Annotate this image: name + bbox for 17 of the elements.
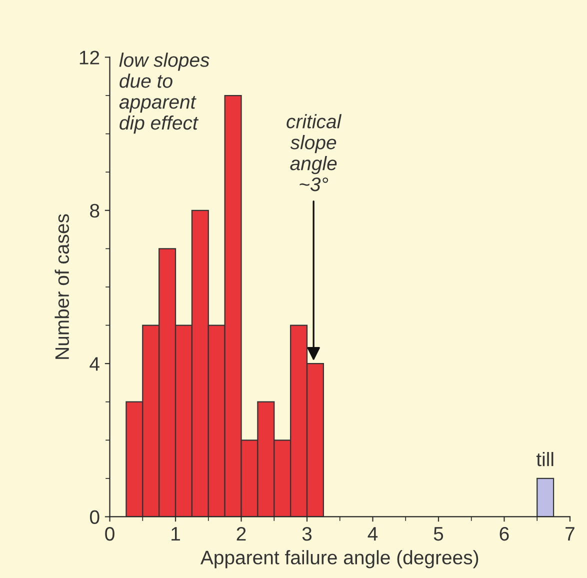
x-axis-title: Apparent failure angle (degrees) bbox=[200, 550, 478, 568]
y-axis-title: Number of cases bbox=[54, 214, 70, 359]
x-tick-label: 2 bbox=[236, 526, 246, 541]
x-tick-label: 4 bbox=[368, 527, 378, 541]
y-tick-label: 4 bbox=[90, 357, 100, 371]
y-tick-label: 0 bbox=[90, 510, 100, 524]
x-tick-label: 3 bbox=[302, 526, 312, 541]
y-tick-label: 12 bbox=[80, 50, 100, 64]
x-tick-label: 6 bbox=[500, 526, 509, 541]
x-tick-label: 1 bbox=[172, 527, 180, 541]
annotation: low slopes due to apparent dip effect bbox=[119, 52, 210, 134]
annotation: critical slope angle ~3° bbox=[286, 114, 342, 192]
annotation: till bbox=[536, 452, 554, 466]
x-tick-label: 7 bbox=[566, 527, 574, 541]
y-tick-label: 8 bbox=[90, 204, 100, 218]
x-tick-label: 5 bbox=[434, 527, 444, 541]
x-tick-label: 0 bbox=[105, 526, 114, 541]
